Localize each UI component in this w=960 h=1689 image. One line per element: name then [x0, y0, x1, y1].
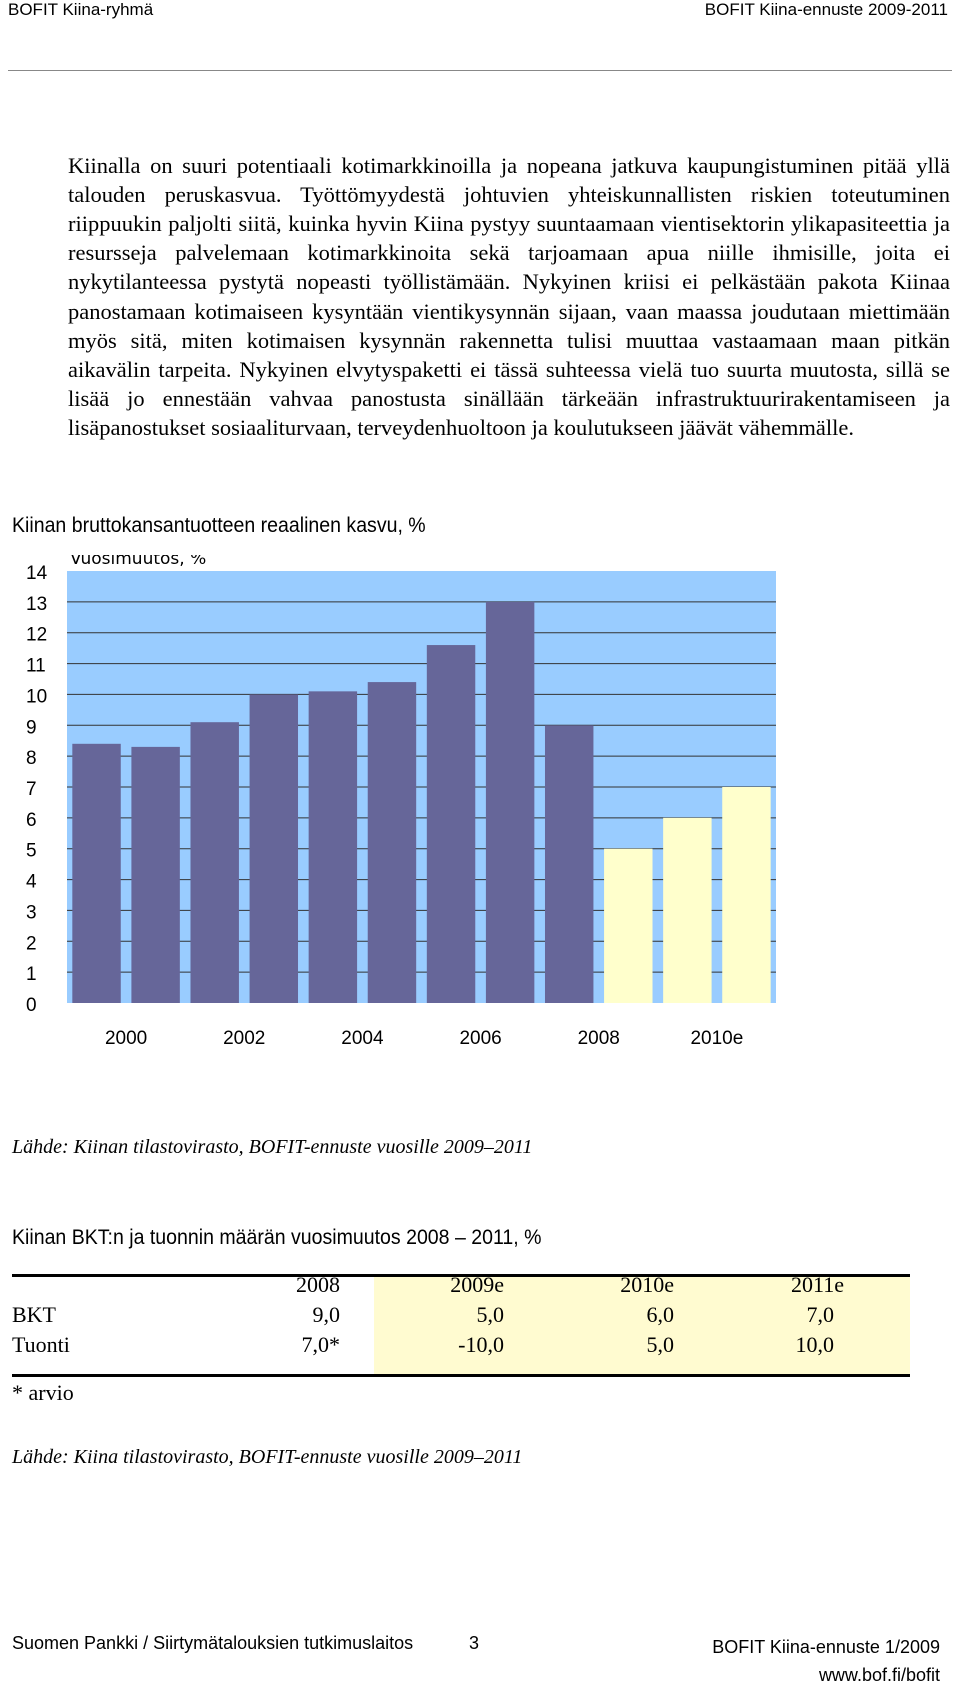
bar-2005 [367, 682, 417, 1003]
x-tick-label: 2004 [341, 1028, 384, 1049]
row-label: BKT [12, 1302, 56, 1327]
y-tick-label: 3 [26, 902, 37, 923]
y-tick-label: 8 [26, 748, 37, 769]
page-number: 3 [469, 1633, 480, 1653]
table-cell: 5,0 [476, 1302, 505, 1327]
bar-2004 [308, 691, 358, 1003]
chart-title: Kiinan bruttokansantuotteen reaalinen ka… [12, 514, 426, 537]
y-tick-label: 11 [26, 656, 46, 677]
chart-source: Lähde: Kiinan tilastovirasto, BOFIT-ennu… [12, 1136, 533, 1158]
bar-2010e [663, 817, 712, 1003]
x-tick-label: 2008 [578, 1028, 620, 1049]
column-header: 2008 [296, 1272, 340, 1297]
bar-2002 [190, 722, 239, 1003]
table-footnote: * arvio [12, 1380, 74, 1405]
y-tick-label: 1 [26, 964, 37, 985]
y-tick-label: 5 [26, 841, 37, 862]
table-source: Lähde: Kiina tilastovirasto, BOFIT-ennus… [12, 1446, 523, 1468]
gridlines [67, 601, 776, 973]
bars [72, 601, 771, 1003]
y-tick-label: 9 [26, 717, 37, 738]
y-tick-label: 13 [26, 594, 47, 615]
bar-2008 [544, 725, 594, 1003]
y-tick-label: 14 [26, 563, 48, 584]
y-tick-label: 4 [26, 872, 37, 893]
table-cell: 7,0* [301, 1332, 341, 1357]
footer-publisher: Suomen Pankki / Siirtymätalouksien tutki… [12, 1633, 414, 1653]
y-tick-label: 2 [26, 933, 37, 954]
y-tick-label: 12 [26, 625, 47, 646]
y-axis-label: Vuosimuutos, % [70, 555, 206, 569]
bar-2006 [426, 645, 476, 1003]
header-right-title: BOFIT Kiina-ennuste 2009-2011 [704, 0, 948, 19]
table-top-rule [12, 1274, 910, 1277]
table-cell: 9,0 [312, 1302, 341, 1327]
footer-publication: BOFIT Kiina-ennuste 1/2009 www.bof.fi/bo… [712, 1633, 940, 1689]
bar-2003 [249, 694, 299, 1003]
x-tick-label: 2010e [690, 1028, 743, 1049]
footer-url: www.bof.fi/bofit [818, 1665, 940, 1685]
table-title: Kiinan BKT:n ja tuonnin määrän vuosimuut… [12, 1226, 542, 1249]
column-header: 2009e [450, 1272, 504, 1297]
footer-publication-title: BOFIT Kiina-ennuste 1/2009 [712, 1637, 940, 1657]
body-paragraph: Kiinalla on suuri potentiaali kotimarkki… [68, 152, 950, 441]
bar-2000 [72, 743, 121, 1003]
y-tick-label: 10 [26, 686, 47, 707]
header-divider [8, 70, 952, 71]
table-cell: 10,0 [795, 1332, 835, 1357]
table-bottom-rule [12, 1374, 910, 1377]
bar-2001 [131, 746, 180, 1003]
bar-2009e [604, 848, 653, 1003]
y-tick-label: 7 [26, 779, 37, 800]
bar-2007 [485, 601, 535, 1003]
header-left-title: BOFIT Kiina-ryhmä [8, 0, 154, 19]
row-label: Tuonti [12, 1332, 70, 1357]
column-header: 2011e [791, 1272, 844, 1297]
table-cell: 6,0 [646, 1302, 675, 1327]
y-tick-label: 0 [26, 995, 37, 1016]
table-cell: 7,0 [806, 1302, 835, 1327]
x-tick-label: 2000 [105, 1028, 147, 1049]
y-tick-label: 6 [26, 810, 37, 831]
x-tick-label: 2006 [459, 1028, 501, 1049]
x-tick-label: 2002 [223, 1028, 265, 1049]
x-axis-ticks: 2000 2002 2004 2006 2008 2010e [105, 1028, 743, 1049]
bar-2011e [722, 787, 771, 1003]
table-cell: 5,0 [646, 1332, 675, 1357]
table-cell: -10,0 [458, 1332, 504, 1357]
forecast-highlight [374, 1277, 910, 1374]
column-header: 2010e [620, 1272, 674, 1297]
